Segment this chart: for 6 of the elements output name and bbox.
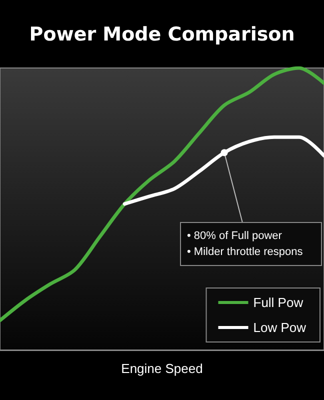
x-axis-title: Engine Speed [121, 361, 203, 376]
annotation: • Milder throttle respons [187, 245, 304, 260]
legend-label: Full Pow [253, 295, 304, 310]
legend-label: Low Pow [253, 320, 307, 335]
annotation: • 80% of Full power [187, 229, 283, 244]
chart-title: Power Mode Comparison [29, 24, 295, 46]
